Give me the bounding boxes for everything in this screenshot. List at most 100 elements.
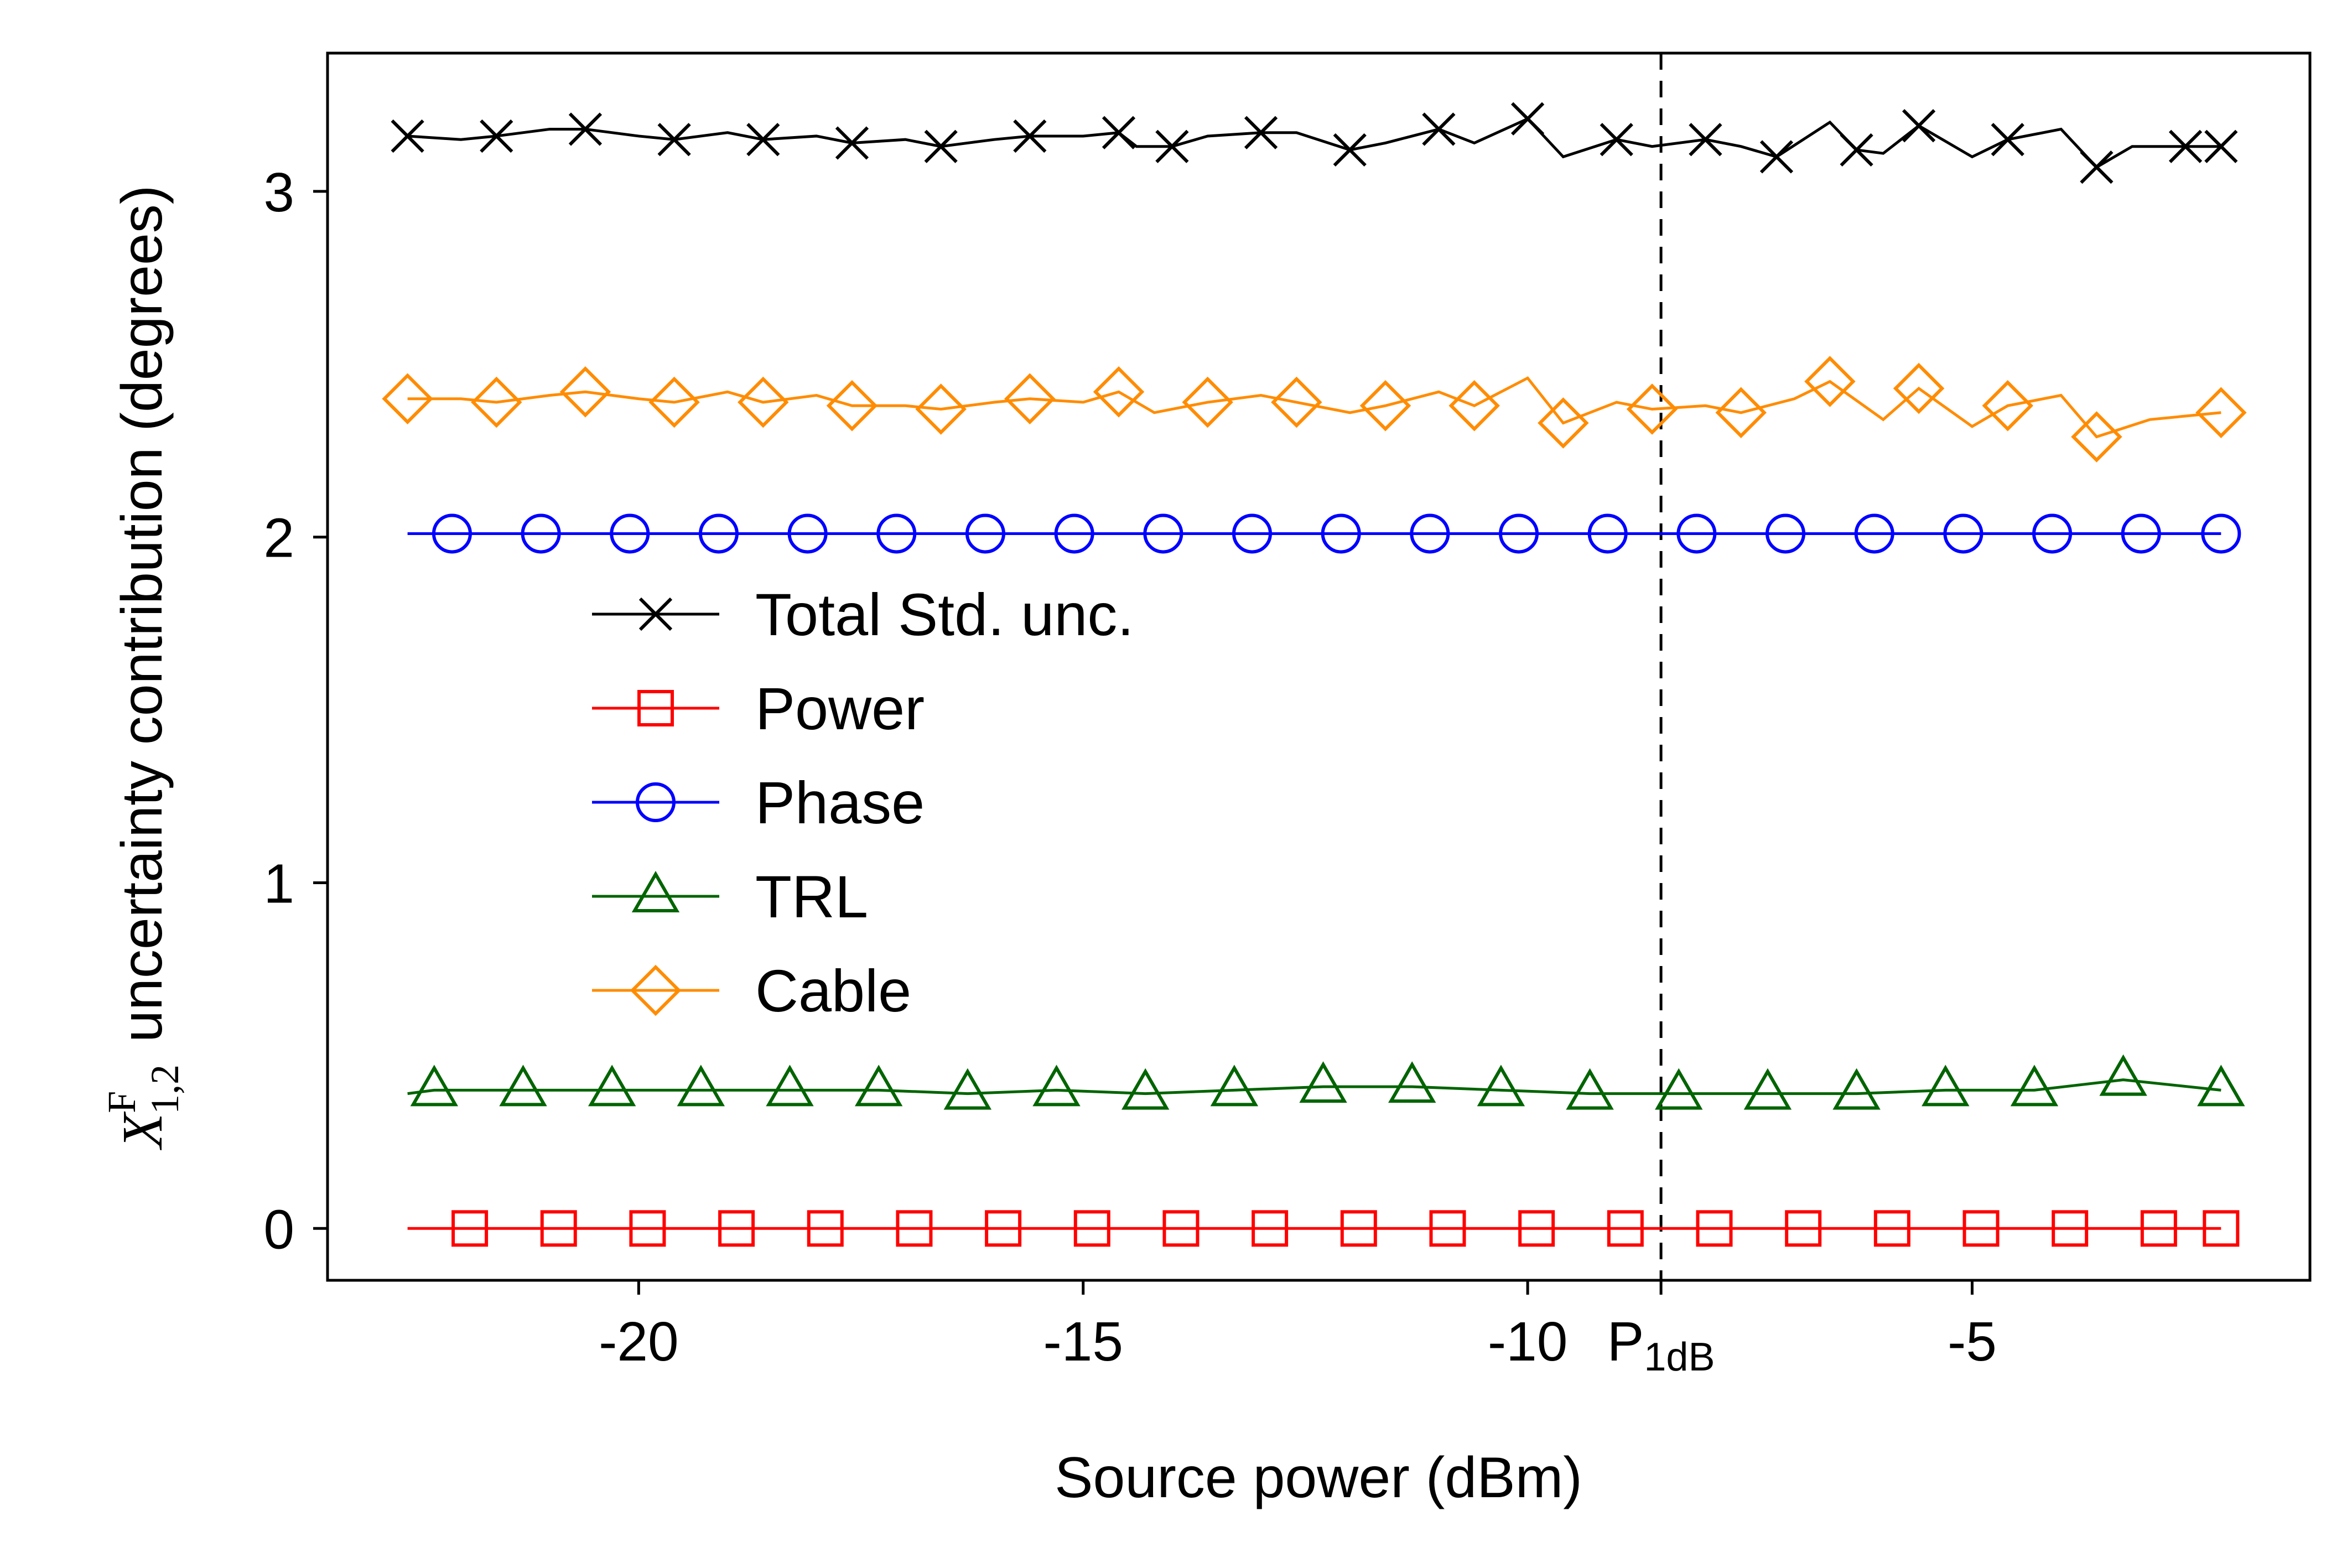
data-point-phase xyxy=(787,513,828,554)
data-point-total-std-unc xyxy=(2080,150,2114,184)
data-point-power xyxy=(1073,1210,1110,1247)
data-point-phase xyxy=(1766,513,1806,554)
data-point-power xyxy=(1429,1210,1466,1247)
data-point-phase xyxy=(1054,513,1094,554)
plot-frame xyxy=(326,51,2312,1282)
data-point-trl xyxy=(1210,1065,1259,1107)
legend-item-power: Power xyxy=(592,675,925,742)
legend-marker xyxy=(637,690,674,726)
data-point-cable xyxy=(1093,366,1145,418)
legend-item-cable: Cable xyxy=(592,957,911,1024)
data-point-total-std-unc xyxy=(1510,102,1545,136)
data-point-total-std-unc xyxy=(1600,123,1633,157)
data-point-phase xyxy=(432,513,472,554)
data-point-total-std-unc xyxy=(2168,129,2203,163)
data-point-total-std-unc xyxy=(1333,133,1367,167)
data-point-cable xyxy=(1359,380,1411,432)
series-line-cable xyxy=(407,376,2221,439)
legend-label: Total Std. unc. xyxy=(755,581,1134,648)
data-point-trl xyxy=(766,1065,814,1107)
data-point-power xyxy=(1607,1210,1644,1247)
y-tick-label: 0 xyxy=(263,1198,294,1260)
data-point-cable xyxy=(1982,380,2033,432)
data-point-total-std-unc xyxy=(1902,109,1936,143)
data-point-total-std-unc xyxy=(657,123,691,157)
data-point-phase xyxy=(1143,513,1183,554)
legend-item-trl: TRL xyxy=(592,863,868,930)
data-point-trl xyxy=(1922,1065,1970,1107)
data-point-trl xyxy=(943,1068,992,1110)
x-tick-label: -20 xyxy=(599,1311,679,1373)
data-point-cable xyxy=(1626,383,1678,435)
data-point-trl xyxy=(1566,1068,1614,1110)
data-point-power xyxy=(985,1210,1022,1247)
data-point-trl xyxy=(854,1065,903,1107)
data-point-cable xyxy=(559,366,611,418)
data-point-cable xyxy=(648,376,700,428)
data-point-cable xyxy=(1538,397,1589,449)
data-point-phase xyxy=(521,513,561,554)
data-point-cable xyxy=(1715,387,1767,439)
data-point-power xyxy=(2052,1210,2089,1247)
y-axis-label-subscript: 1,2 xyxy=(143,1065,187,1114)
data-point-total-std-unc xyxy=(1155,129,1189,163)
y-tick-label: 3 xyxy=(263,162,294,224)
data-point-trl xyxy=(677,1065,725,1107)
data-point-power xyxy=(1252,1210,1289,1247)
data-point-phase xyxy=(1321,513,1361,554)
data-point-power xyxy=(540,1210,577,1247)
data-point-trl xyxy=(499,1065,547,1107)
legend-marker xyxy=(630,964,682,1016)
data-point-cable xyxy=(1804,356,1856,407)
data-point-cable xyxy=(826,380,878,432)
data-point-cable xyxy=(1182,376,1233,428)
legend-label: Phase xyxy=(755,769,925,836)
data-point-trl xyxy=(1655,1068,1703,1110)
data-point-total-std-unc xyxy=(1689,123,1722,157)
data-point-cable xyxy=(2195,387,2247,439)
data-point-total-std-unc xyxy=(1991,123,2024,157)
data-point-total-std-unc xyxy=(1244,116,1278,149)
data-point-phase xyxy=(1943,513,1984,554)
data-point-trl xyxy=(1299,1061,1347,1103)
data-point-trl xyxy=(1743,1068,1792,1110)
y-axis-label-symbol: X xyxy=(111,1111,174,1150)
data-point-power xyxy=(1340,1210,1377,1247)
data-point-power xyxy=(896,1210,933,1247)
data-point-power xyxy=(1962,1210,2000,1247)
data-point-total-std-unc xyxy=(835,126,869,160)
data-point-trl xyxy=(588,1065,636,1107)
data-point-total-std-unc xyxy=(391,119,424,153)
data-point-total-std-unc xyxy=(1422,112,1456,146)
data-point-phase xyxy=(1854,513,1894,554)
data-point-total-std-unc xyxy=(2204,129,2238,163)
legend-marker xyxy=(631,870,680,912)
x-tick-label: -15 xyxy=(1043,1311,1123,1373)
data-point-cable xyxy=(915,383,967,435)
y-tick-label: 2 xyxy=(263,507,294,569)
data-point-power xyxy=(451,1210,489,1247)
data-point-total-std-unc xyxy=(1840,133,1873,167)
data-point-phase xyxy=(1410,513,1450,554)
data-point-total-std-unc xyxy=(746,123,780,157)
data-point-total-std-unc xyxy=(1013,119,1047,153)
data-point-phase xyxy=(1232,513,1272,554)
data-point-power xyxy=(718,1210,755,1247)
data-point-phase xyxy=(2121,513,2161,554)
data-point-trl xyxy=(1477,1065,1525,1107)
legend-label: Power xyxy=(755,675,925,742)
data-point-cable xyxy=(471,376,522,428)
data-point-trl xyxy=(2099,1054,2147,1096)
data-point-trl xyxy=(2010,1065,2059,1107)
legend-item-phase: Phase xyxy=(592,769,925,836)
data-point-cable xyxy=(1893,362,1945,414)
data-point-total-std-unc xyxy=(924,129,958,163)
data-point-trl xyxy=(410,1065,458,1107)
x-axis-label: Source power (dBm) xyxy=(1055,1446,1582,1510)
data-point-cable xyxy=(1271,376,1322,428)
svg-text:XF1,2uncertainty contribution: XF1,2 uncertainty contribution (degrees) xyxy=(100,185,187,1151)
data-point-power xyxy=(807,1210,844,1247)
data-point-total-std-unc xyxy=(1759,140,1794,174)
y-axis-label-superscript: F xyxy=(100,1091,144,1113)
